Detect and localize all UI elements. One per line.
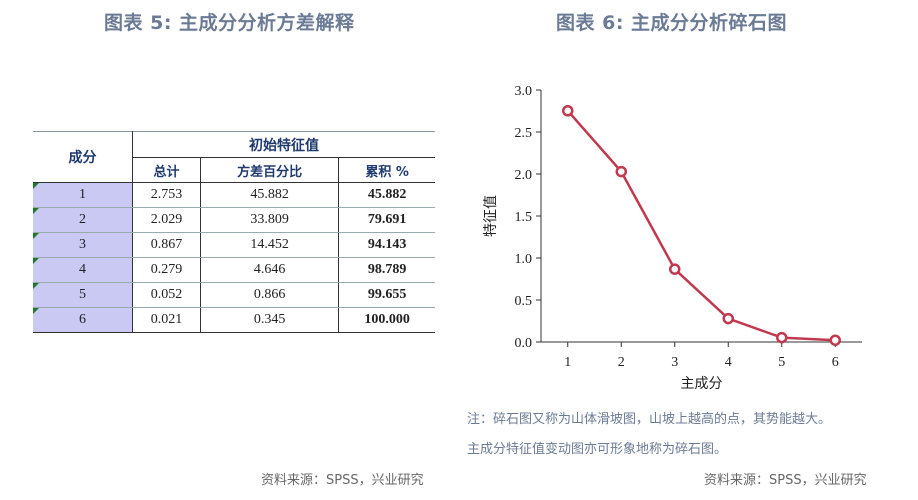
cumulative-pct-cell: 100.000 [338, 307, 435, 333]
data-point [722, 312, 734, 325]
chart-note-line-2: 主成分特征值变动图亦可形象地称为碎石图。 [467, 442, 728, 457]
data-point [669, 263, 681, 275]
y-tick-label: 2.0 [515, 168, 533, 183]
total-cell: 2.029 [132, 207, 201, 233]
data-point [829, 334, 841, 346]
scree-plot: 0.0 0.5 1.0 1.5 2.0 2.5 3.0 1 2 3 4 5 6 主成分 特征值 [483, 84, 862, 392]
total-cell: 0.279 [132, 257, 201, 283]
component-cell: 4 [33, 257, 133, 283]
x-tick-label: 5 [778, 355, 785, 370]
chart-source: 资料来源：SPSS，兴业研究 [704, 473, 867, 488]
variance-pct-cell: 0.345 [200, 307, 339, 333]
data-point [615, 165, 627, 178]
x-tick-label: 2 [618, 355, 625, 370]
component-cell: 2 [33, 207, 133, 233]
table-row: 4 0.279 4.646 98.789 [33, 257, 435, 283]
eigenvalue-table: 成分 初始特征值 总计 方差百分比 累积 % 1 2.753 45.882 45… [33, 131, 435, 333]
total-header: 总计 [132, 157, 201, 183]
table-row: 1 2.753 45.882 45.882 [33, 182, 435, 208]
y-tick-label: 1.5 [515, 210, 533, 225]
cumulative-pct-cell: 45.882 [338, 182, 435, 208]
chart-figure-title: 图表 6: 主成分分析碎石图 [556, 12, 788, 34]
x-axis-title: 主成分 [681, 376, 723, 392]
variance-pct-cell: 33.809 [200, 207, 339, 233]
data-point [776, 331, 788, 344]
component-cell: 5 [33, 282, 133, 308]
y-tick-label: 0.5 [515, 294, 533, 309]
table-row: 5 0.052 0.866 99.655 [33, 282, 435, 308]
component-cell: 3 [33, 232, 133, 258]
table-figure-title: 图表 5: 主成分分析方差解释 [104, 12, 355, 34]
y-tick-label: 0.0 [515, 336, 533, 351]
cumulative-pct-header: 累积 % [338, 157, 435, 183]
y-tick-label: 2.5 [515, 126, 533, 141]
variance-pct-cell: 0.866 [200, 282, 339, 308]
x-tick-label: 3 [671, 355, 678, 370]
total-cell: 0.021 [132, 307, 201, 333]
table-source: 资料来源：SPSS，兴业研究 [261, 473, 424, 488]
series-line [566, 109, 836, 342]
chart-note-line-1: 注：碎石图又称为山体滑坡图，山坡上越高的点，其势能越大。 [467, 412, 832, 427]
variance-pct-cell: 14.452 [200, 232, 339, 258]
x-tick-label: 6 [832, 355, 839, 370]
y-axis-title: 特征值 [483, 195, 499, 237]
component-header: 成分 [33, 131, 133, 183]
component-cell: 1 [33, 182, 133, 208]
cumulative-pct-cell: 79.691 [338, 207, 435, 233]
total-cell: 0.052 [132, 282, 201, 308]
y-tick-label: 3.0 [515, 84, 533, 99]
variance-pct-header: 方差百分比 [200, 157, 339, 183]
data-point [562, 104, 574, 117]
cumulative-pct-cell: 94.143 [338, 232, 435, 258]
cumulative-pct-cell: 98.789 [338, 257, 435, 283]
cumulative-pct-cell: 99.655 [338, 282, 435, 308]
variance-pct-cell: 4.646 [200, 257, 339, 283]
y-tick-label: 1.0 [515, 252, 533, 267]
x-tick-label: 4 [725, 355, 732, 370]
total-cell: 2.753 [132, 182, 201, 208]
component-cell: 6 [33, 307, 133, 333]
table-row: 6 0.021 0.345 100.000 [33, 307, 435, 333]
total-cell: 0.867 [132, 232, 201, 258]
x-tick-label: 1 [564, 355, 571, 370]
variance-pct-cell: 45.882 [200, 182, 339, 208]
table-row: 2 2.029 33.809 79.691 [33, 207, 435, 233]
initial-eigenvalues-header: 初始特征值 [132, 131, 435, 158]
table-row: 3 0.867 14.452 94.143 [33, 232, 435, 258]
